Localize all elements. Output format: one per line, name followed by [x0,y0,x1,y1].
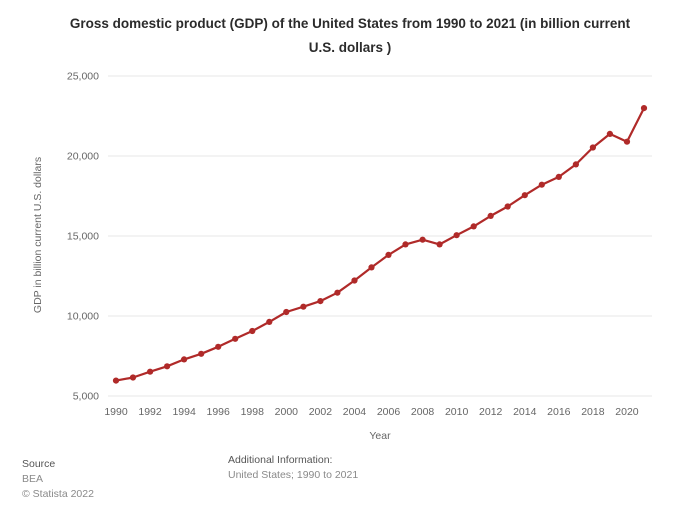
x-tick-label: 2018 [581,406,605,418]
data-point [283,308,290,316]
data-point [640,105,648,112]
data-point [589,144,597,151]
y-tick-label: 25,000 [67,71,99,83]
data-point [555,173,562,180]
x-tick-label: 2016 [547,406,571,418]
data-point [572,161,580,168]
x-tick-label: 1992 [138,406,162,418]
x-tick-label: 2012 [479,406,503,418]
data-point [504,203,511,210]
data-point [198,350,205,357]
additional-info-block: Additional Information: United States; 1… [228,453,358,483]
x-tick-label: 1994 [172,406,196,418]
source-name: BEA [22,473,44,486]
x-tick-label: 2008 [411,406,435,418]
data-point [538,181,545,188]
y-tick-label: 20,000 [67,151,99,163]
data-point [351,277,358,284]
x-tick-label: 1996 [207,406,231,418]
x-tick-label: 2006 [377,406,401,418]
data-point [385,251,392,258]
gdp-series-line [114,106,646,382]
x-tick-label: 1990 [104,406,128,418]
data-point [266,318,273,325]
statista-copyright: © Statista 2022 [22,488,94,501]
data-point [623,138,631,145]
data-point [317,298,324,305]
x-axis-label: Year [369,430,391,442]
y-tick-label: 10,000 [67,311,99,323]
data-point [402,241,409,248]
x-tick-label: 1998 [241,406,265,418]
x-tick-label: 2000 [275,406,299,418]
data-point [334,289,341,296]
data-point [232,335,239,342]
data-point [112,377,120,384]
additional-info-heading: Additional Information: [228,454,333,466]
data-point [249,327,256,335]
data-point [215,343,222,350]
data-point [436,241,443,248]
data-point [606,130,614,137]
additional-info-text: United States; 1990 to 2021 [228,469,359,482]
x-tick-label: 2020 [615,406,639,418]
data-point [470,223,477,230]
x-tick-label: 2014 [513,406,537,418]
data-point [129,374,137,381]
x-tick-label: 2004 [343,406,367,418]
data-point [181,356,188,363]
data-point [300,303,307,310]
source-block: Source BEA © Statista 2022 [22,457,94,503]
data-point [368,264,375,271]
y-tick-label: 5,000 [73,391,99,403]
data-point [147,368,154,375]
y-tick-label: 15,000 [67,231,99,243]
data-point [521,192,528,199]
x-tick-label: 2002 [309,406,333,418]
gdp-line-chart-plot: 5,000 10,000 15,000 20,000 25,000 1990 1992 199… [67,71,652,418]
data-point [164,363,171,370]
chart-title: Gross domestic product (GDP) of the Unit… [69,16,631,55]
data-point [419,236,426,243]
source-heading: Source [22,458,56,470]
data-point [487,212,494,219]
x-tick-label: 2010 [445,406,469,418]
data-point [453,232,460,239]
